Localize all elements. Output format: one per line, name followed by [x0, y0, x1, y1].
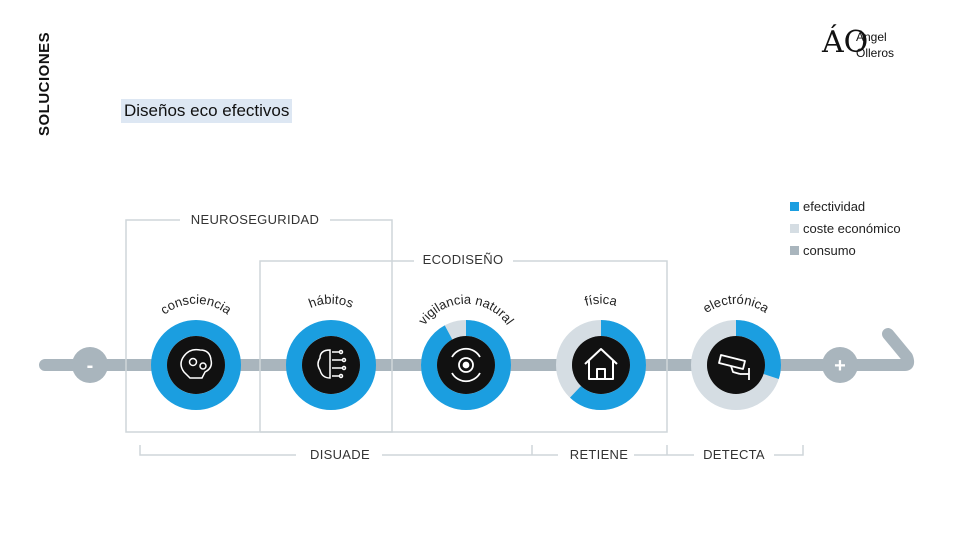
plus-sign: +: [834, 355, 846, 377]
legend-swatch-consumo: [790, 245, 799, 255]
legend-swatch-coste: [790, 223, 799, 233]
solution-node-habitos: hábitos: [286, 292, 376, 410]
legend-item-efectividad: efectividad: [790, 195, 901, 217]
ring-habitos: [286, 320, 376, 410]
solution-node-vigilancia: vigilancia natural: [415, 292, 517, 410]
timeline-track: [39, 328, 915, 371]
security-camera-icon: [718, 354, 750, 380]
ecodiseno-label: ECODISEÑO: [423, 252, 504, 267]
ring-consciencia: [151, 320, 241, 410]
core-habitos: [302, 336, 360, 394]
legend: efectividad coste económico consumo: [790, 195, 901, 261]
logo-line1: Ángel: [856, 30, 887, 44]
eye-target-icon: [451, 347, 481, 383]
solution-node-electronica: electrónica: [691, 292, 781, 410]
ecodiseno-frame: [259, 260, 668, 433]
core-fisica: [572, 336, 630, 394]
logo-line2: Olleros: [856, 46, 895, 60]
subtitle: Diseños eco efectivos: [121, 99, 293, 123]
minus-node: [72, 347, 108, 383]
solution-node-consciencia: consciencia: [151, 292, 241, 410]
efectividad-arc-2: [421, 320, 511, 410]
retiene-label: RETIENE: [570, 447, 628, 462]
solution-node-fisica: física: [556, 292, 646, 410]
disuade-label: DISUADE: [310, 447, 370, 462]
neuroseguridad-label: NEUROSEGURIDAD: [191, 212, 319, 227]
minus-sign: -: [87, 355, 94, 377]
label-consciencia: consciencia: [157, 292, 235, 318]
efectividad-arc-3: [556, 320, 646, 410]
core-electronica: [707, 336, 765, 394]
legend-item-coste: coste económico: [790, 217, 901, 239]
neuroseguridad-frame: [125, 219, 393, 433]
label-fisica: física: [583, 292, 620, 309]
brain-circuit-icon: [317, 349, 347, 379]
plus-node: [822, 347, 858, 383]
legend-label-efectividad: efectividad: [803, 198, 866, 214]
label-electronica: electrónica: [700, 292, 773, 317]
legend-item-consumo: consumo: [790, 239, 901, 261]
detecta-label: DETECTA: [703, 447, 765, 462]
logo-mark: ÁO: [822, 25, 869, 60]
label-habitos: hábitos: [306, 292, 356, 311]
bottom-bracket: [139, 445, 804, 456]
house-icon: [584, 348, 618, 380]
legend-swatch-efectividad: [790, 201, 799, 211]
legend-label-consumo: consumo: [803, 242, 856, 258]
brain-gears-icon: [180, 348, 213, 379]
efectividad-arc-4: [691, 320, 781, 410]
logo: ÁO Ángel Olleros: [818, 22, 918, 66]
legend-label-coste: coste económico: [803, 220, 901, 236]
